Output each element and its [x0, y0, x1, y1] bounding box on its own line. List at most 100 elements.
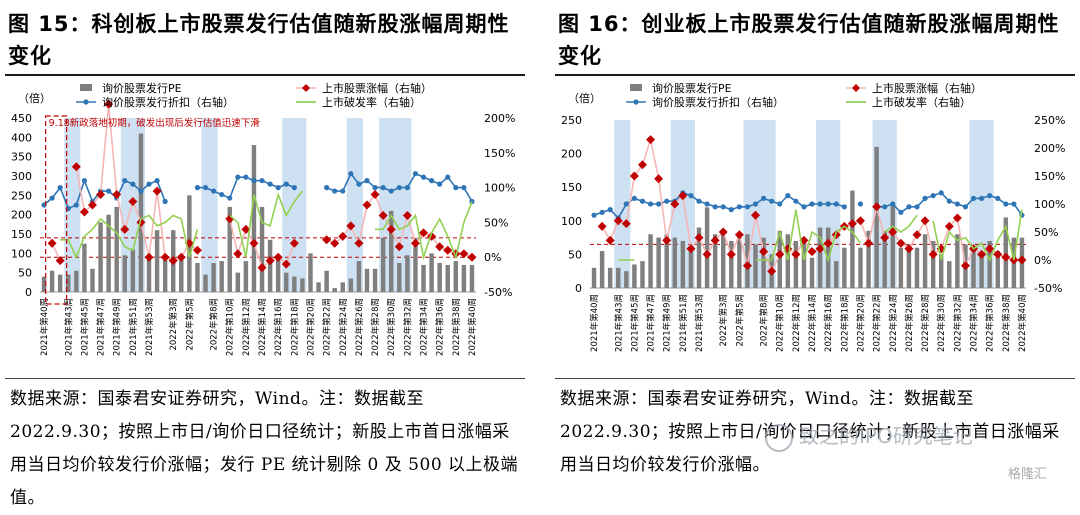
x-tick-label: 2022年第38周 — [1001, 294, 1012, 352]
x-tick-label: 2021年第53周 — [694, 294, 705, 352]
discount-marker — [914, 204, 920, 210]
gain-marker — [443, 245, 453, 255]
gain-marker — [467, 252, 477, 262]
gain-marker — [823, 238, 833, 248]
gain-marker — [112, 190, 122, 200]
discount-marker — [210, 188, 217, 194]
chart-chuangye: 0 50 100 150 200 250 -50% 0% 50% 100% 150% 200% 250%… — [561, 81, 1065, 352]
pe-bar — [243, 261, 249, 292]
gain-marker — [435, 242, 445, 252]
x-tick-label: 2022年第12周 — [241, 298, 252, 356]
gain-marker — [928, 249, 938, 259]
legend-marker-discount — [83, 99, 89, 105]
pe-bar — [356, 261, 362, 292]
y-right-tick-label: 200% — [1034, 142, 1065, 155]
y-left-tick-label: 0 — [25, 286, 32, 299]
pe-bar — [461, 264, 467, 292]
gain-marker — [662, 235, 672, 245]
gain-marker — [410, 238, 420, 248]
gain-marker — [128, 197, 138, 207]
discount-marker — [978, 195, 985, 201]
discount-marker — [688, 193, 694, 199]
discount-marker — [833, 201, 839, 207]
x-tick-label: 2022年第5周 — [184, 298, 195, 351]
discount-marker — [825, 201, 831, 207]
x-tick-label: 2022年第8周 — [209, 298, 220, 351]
x-tick-label: 2022年第18周 — [289, 298, 300, 356]
y-unit-label: （倍） — [18, 91, 51, 105]
gain-marker — [168, 256, 178, 266]
pe-bar — [599, 251, 605, 288]
discount-marker — [219, 191, 225, 198]
gain-marker — [386, 224, 396, 234]
shaded-period — [346, 118, 363, 292]
gain-marker — [791, 249, 801, 259]
y-left-tick-label: 450 — [11, 112, 32, 125]
gain-marker — [71, 162, 81, 172]
gain-marker — [952, 213, 962, 223]
pe-bar — [793, 240, 799, 288]
watermark: 致之的IPO研究笔记 — [765, 420, 973, 452]
pe-bar — [284, 272, 289, 292]
legend-label: 上市股票涨幅（右轴） — [322, 81, 432, 95]
pe-bar — [721, 230, 726, 288]
pe-bar — [890, 204, 895, 288]
series-line — [755, 209, 862, 263]
gain-marker — [104, 99, 114, 109]
figure-title: 图 15：科创板上市股票发行估值随新股涨幅周期性变化 — [8, 12, 510, 68]
discount-marker — [954, 201, 960, 207]
pe-bar — [211, 263, 216, 292]
pe-bar — [591, 267, 597, 288]
discount-marker — [704, 201, 710, 207]
discount-marker — [283, 181, 289, 187]
gain-marker — [281, 259, 291, 269]
pe-bar — [49, 270, 55, 292]
pe-bar — [632, 264, 637, 288]
gain-marker — [896, 238, 906, 248]
discount-marker — [639, 198, 646, 204]
gain-marker — [775, 249, 785, 259]
gain-marker — [459, 249, 469, 259]
discount-marker — [428, 178, 435, 184]
x-tick-label: 2022年第16周 — [823, 294, 834, 352]
pe-bar — [389, 210, 394, 292]
discount-marker — [202, 185, 209, 191]
x-tick-label: 2022年第26周 — [354, 298, 365, 356]
pe-bar — [308, 253, 313, 292]
discount-marker — [962, 204, 969, 210]
gain-marker — [79, 207, 89, 217]
pe-bar — [882, 230, 887, 288]
x-tick-label: 2022年第22周 — [872, 294, 883, 352]
gain-marker — [257, 263, 267, 273]
discount-marker — [801, 204, 807, 210]
discount-marker — [437, 181, 443, 187]
gain-marker — [597, 221, 607, 231]
series-line — [60, 214, 199, 260]
pe-bar — [114, 206, 119, 292]
discount-marker — [340, 188, 346, 194]
pe-bar — [809, 257, 815, 288]
discount-marker — [752, 201, 759, 207]
gain-marker — [402, 210, 412, 220]
legend-label: 询价股票发行折扣（右轴） — [102, 95, 234, 109]
gain-marker — [1017, 255, 1027, 265]
x-tick-label: 2022年第3周 — [718, 294, 729, 347]
gain-marker — [855, 216, 865, 226]
x-tick-label: 2022年第38周 — [451, 298, 462, 356]
pe-bar — [656, 237, 661, 288]
x-tick-label: 2022年第28周 — [370, 298, 381, 356]
pe-bar — [850, 190, 855, 288]
gain-marker — [613, 216, 623, 226]
pe-bar — [413, 237, 418, 292]
x-tick-label: 2021年第49周 — [112, 298, 123, 356]
x-tick-label: 2022年第3周 — [168, 298, 179, 351]
discount-marker — [453, 185, 459, 191]
discount-marker — [396, 185, 402, 191]
pe-bar — [971, 247, 976, 288]
gain-marker — [370, 190, 380, 200]
pe-bar — [251, 145, 257, 292]
y-right-tick-label: -50% — [484, 286, 512, 299]
gain-marker — [985, 244, 995, 254]
discount-marker — [348, 171, 354, 177]
pe-bar — [380, 237, 386, 292]
